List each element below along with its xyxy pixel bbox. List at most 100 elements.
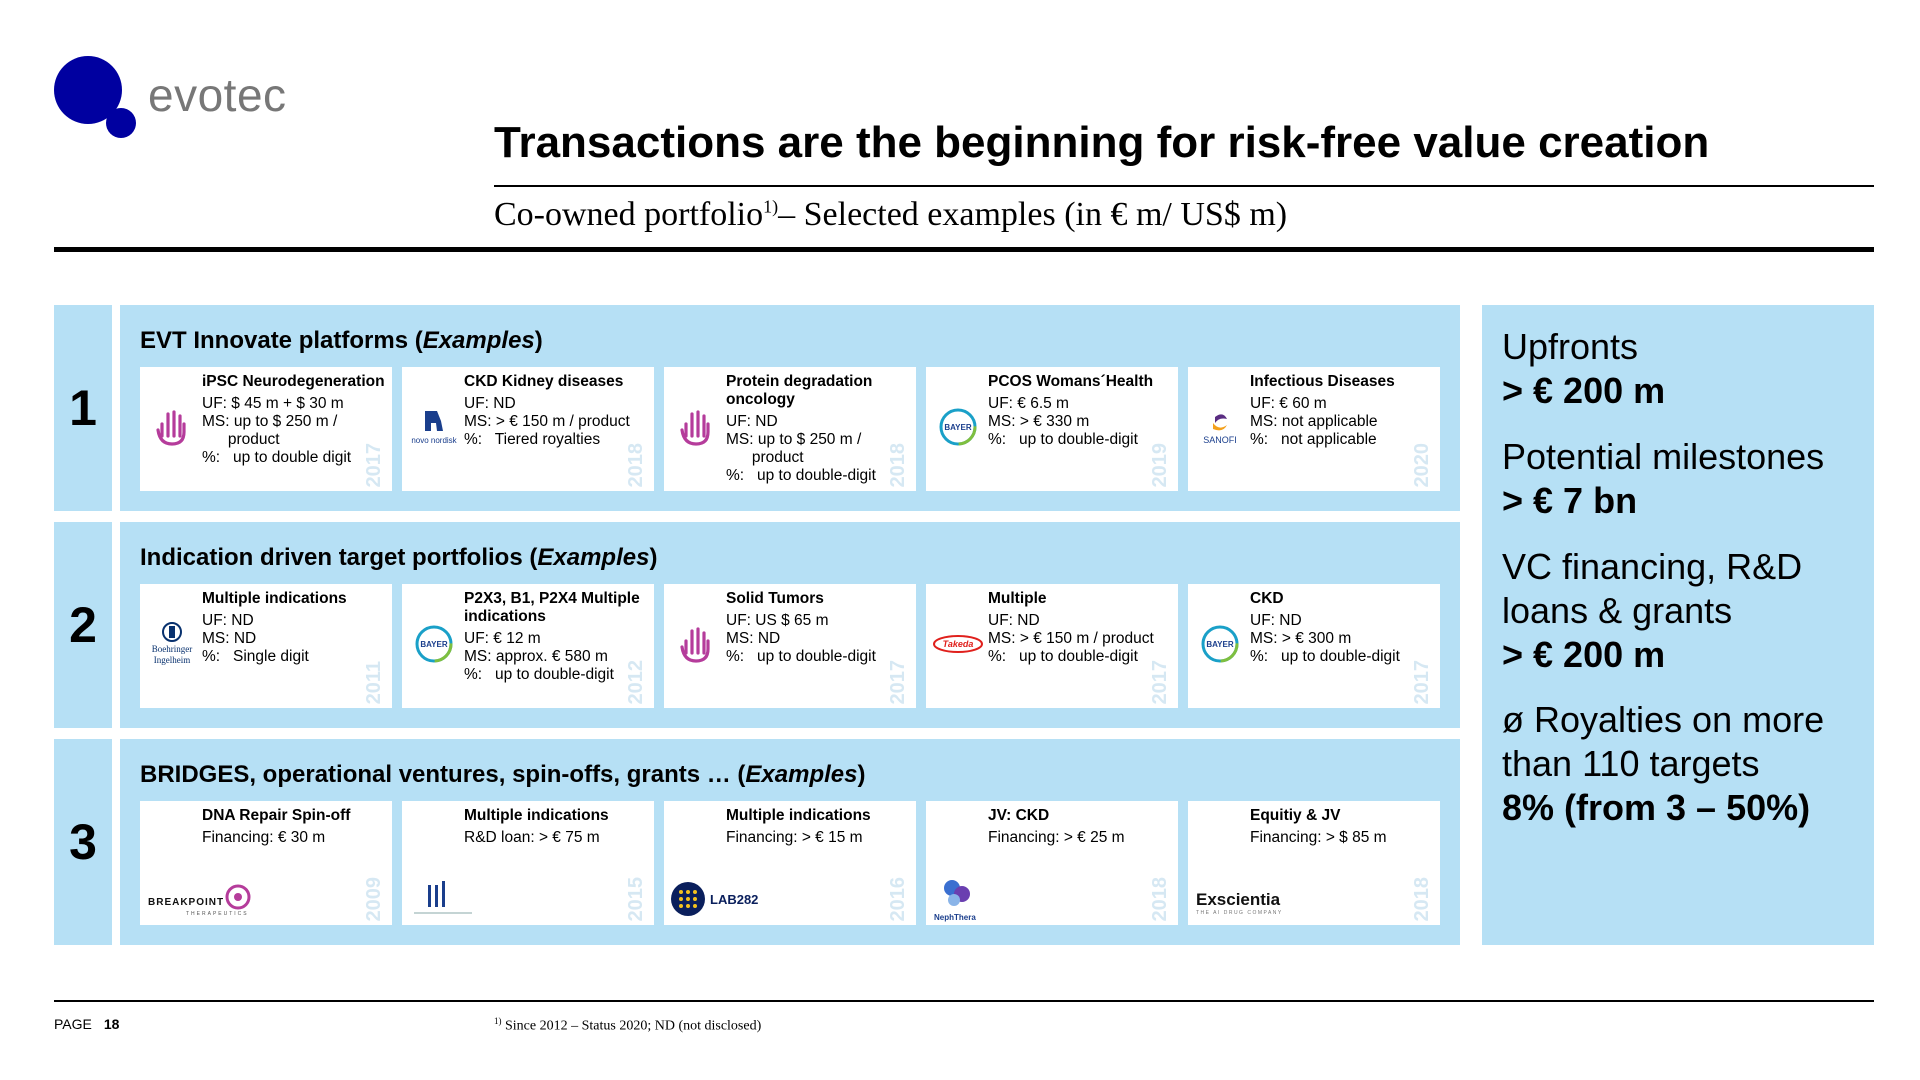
page-number: PAGE 18 [54, 1016, 119, 1032]
subtitle-footnote-marker: 1) [763, 196, 779, 217]
deal-term-line: UF: ND [1250, 612, 1302, 629]
svg-text:SANOFI: SANOFI [1203, 435, 1237, 445]
deal-card-title: JV: CKD [988, 807, 1050, 824]
hand-icon [144, 397, 200, 457]
deal-card-title: iPSC Neurodegeneration [202, 373, 385, 390]
panel-title: Indication driven target portfolios (Exa… [140, 544, 657, 572]
deal-term-line: %: up to double-digit [988, 431, 1138, 448]
svg-text:NephThera: NephThera [934, 913, 976, 922]
deal-year: 2016 [887, 876, 909, 922]
deal-term-line: MS: ND [202, 630, 257, 647]
lab282-logo: LAB282 [670, 879, 770, 919]
deal-card: LAB282 Multiple indications Financing: > €… [664, 801, 916, 925]
svg-text:Exscientia: Exscientia [1196, 890, 1281, 909]
deal-card-terms: UF: € 60 m MS: not applicable%: not appli… [1250, 395, 1436, 449]
panel-title: EVT Innovate platforms (Examples) [140, 327, 543, 355]
deal-card-title: CKD Kidney diseases [464, 373, 624, 390]
deal-term-line: UF: € 60 m [1250, 395, 1327, 412]
boehringer-logo: Boehringer Ingelheim [144, 614, 200, 674]
deal-card-terms: UF: ND MS: > € 150 m / product%: Tiered r… [464, 395, 650, 449]
milestones-value: > € 7 bn [1502, 480, 1638, 521]
deal-term-line: %: up to double-digit [988, 648, 1138, 665]
deal-term-line: MS: > € 150 m / product [988, 630, 1154, 647]
header-divider [54, 247, 1874, 252]
panel-title-examples: Examples [537, 544, 650, 571]
milestones-label: Potential milestones [1502, 436, 1825, 477]
deal-card-terms: Financing: > $ 85 m [1250, 829, 1436, 847]
deal-card: Takeda Multiple UF: ND MS: > € 150 m / prod… [926, 584, 1178, 708]
deal-term-line: UF: US $ 65 m [726, 612, 829, 629]
svg-text:BAYER: BAYER [1206, 640, 1233, 649]
panel-title-end: ) [857, 761, 866, 788]
deal-card-terms: R&D loan: > € 75 m [464, 829, 650, 847]
svg-text:BAYER: BAYER [944, 423, 971, 432]
vc-label: VC financing, R&D loans & grants [1502, 546, 1803, 631]
deal-term-line: Financing: > € 15 m [726, 829, 863, 846]
sanofi-logo: SANOFI [1192, 397, 1248, 457]
deal-term-line: UF: ND [202, 612, 254, 629]
footnote: 1) Since 2012 – Status 2020; ND (not dis… [494, 1016, 761, 1035]
upfronts-item: Upfronts > € 200 m [1502, 325, 1862, 413]
deal-term-line: MS: up to $ 250 m / [726, 431, 862, 448]
deal-card-title: Protein degradation oncology [726, 373, 873, 408]
deal-term-line: Financing: € 30 m [202, 829, 326, 846]
svg-text:BAYER: BAYER [420, 640, 447, 649]
deal-year: 2009 [363, 876, 385, 922]
bayer-logo: BAYER [406, 614, 462, 674]
deal-term-line: MS: ND [726, 630, 781, 647]
deal-card: BAYER P2X3, B1, P2X4 Multiple indications… [402, 584, 654, 708]
deal-card-title: Solid Tumors [726, 590, 824, 607]
vc-value: > € 200 m [1502, 634, 1666, 675]
deal-card: Protein degradation oncology UF: ND MS: up… [664, 367, 916, 491]
svg-text:Takeda: Takeda [943, 639, 974, 649]
panel-title-text: EVT Innovate platforms ( [140, 327, 423, 354]
deal-card-title: Multiple [988, 590, 1047, 607]
deal-term-line: %: up to double-digit [464, 666, 614, 683]
deal-card: SANOFI Infectious Diseases UF: € 60 m MS: n… [1188, 367, 1440, 491]
upfronts-label: Upfronts [1502, 326, 1639, 367]
deal-year: 2017 [363, 442, 385, 488]
subtitle-rest: – Selected examples (in € m/ US$ m) [778, 196, 1288, 233]
royalties-label: ø Royalties on more than 110 targets [1502, 699, 1825, 784]
deal-term-line: %: not applicable [1250, 431, 1377, 448]
deal-term-line: Financing: > € 25 m [988, 829, 1125, 846]
deal-term-line: MS: up to $ 250 m / [202, 413, 338, 430]
deal-term-line: product [202, 431, 280, 448]
bars-logo [408, 879, 478, 919]
upfronts-value: > € 200 m [1502, 370, 1666, 411]
panel-title-examples: Examples [422, 327, 535, 354]
deal-year: 2018 [1149, 876, 1171, 922]
row-number: 1 [54, 305, 112, 511]
hand-icon [668, 614, 724, 674]
page-number-value: 18 [103, 1016, 120, 1032]
hand-icon [668, 397, 724, 457]
deal-year: 2011 [363, 660, 385, 704]
royalties-value: 8% (from 3 – 50%) [1502, 787, 1811, 828]
deal-card: BAYER PCOS Womans´Health UF: € 6.5 m MS: > … [926, 367, 1178, 491]
deal-term-line: MS: > € 330 m [988, 413, 1090, 430]
deal-card-terms: UF: ND MS: up to $ 250 m / product%: up t… [726, 413, 912, 485]
row-panel: EVT Innovate platforms (Examples) iPSC Ne… [120, 305, 1460, 511]
royalties-item: ø Royalties on more than 110 targets 8% … [1502, 698, 1862, 830]
panel-title-examples: Examples [745, 761, 858, 788]
novo-nordisk-logo: novo nordisk [406, 397, 462, 457]
deal-card-title: Infectious Diseases [1250, 373, 1395, 390]
deal-term-line: %: up to double digit [202, 449, 352, 466]
deal-card: BREAKPOINT THERAPEUTICS DNA Repair Spin-of… [140, 801, 392, 925]
deal-term-line: MS: > € 300 m [1250, 630, 1352, 647]
logo-wordmark: evotec [148, 69, 287, 121]
footnote-marker: 1) [494, 1016, 502, 1026]
deal-year: 2017 [1411, 659, 1433, 705]
deal-term-line: MS: > € 150 m / product [464, 413, 630, 430]
summary-panel: Upfronts > € 200 m Potential milestones … [1482, 305, 1874, 945]
deal-term-line: product [726, 449, 804, 466]
milestones-item: Potential milestones > € 7 bn [1502, 435, 1862, 523]
deal-card: NephThera JV: CKD Financing: > € 25 m 2018 [926, 801, 1178, 925]
deal-term-line: %: Tiered royalties [464, 431, 601, 448]
panel-title-text: Indication driven target portfolios ( [140, 544, 538, 571]
deal-card-title: PCOS Womans´Health [988, 373, 1154, 390]
deal-term-line: UF: € 12 m [464, 630, 541, 647]
svg-text:Ingelheim: Ingelheim [154, 655, 191, 665]
deal-year: 2017 [887, 659, 909, 705]
evotec-logo: evotec [54, 56, 294, 146]
